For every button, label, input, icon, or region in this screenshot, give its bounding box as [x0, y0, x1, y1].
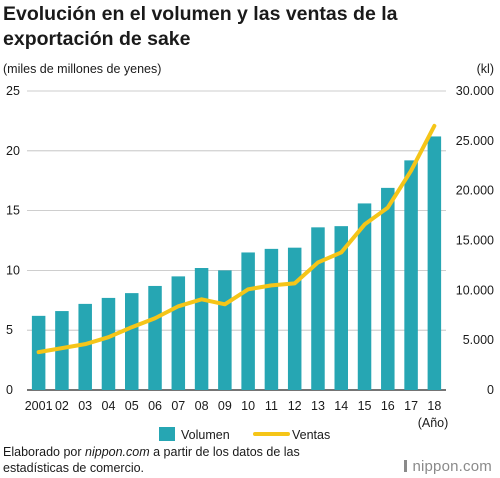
bar-volumen: [55, 311, 69, 390]
bar-volumen: [148, 285, 162, 390]
x-tick-label: 11: [265, 399, 278, 413]
x-tick-label: 18: [427, 399, 441, 413]
logo-mark-icon: [404, 460, 408, 472]
right-tick-label: 25.000: [456, 134, 494, 148]
bar-volumen: [404, 160, 418, 390]
nippon-logo: nippon.com: [404, 458, 492, 475]
legend-label-volumen: Volumen: [181, 428, 230, 442]
right-tick-label: 30.000: [456, 84, 494, 98]
bar-volumen: [334, 226, 349, 390]
x-tick-label: 04: [102, 399, 116, 413]
line-ventas: [36, 123, 437, 355]
x-tick-label: 03: [78, 399, 92, 413]
x-tick-label: 2001: [25, 399, 53, 413]
chart-title: Evolución en el volumen y las ventas de …: [3, 3, 398, 50]
bar-volumen: [311, 227, 325, 390]
source-note: Elaborado por nippon.com a partir de los…: [3, 445, 300, 475]
bar-volumen: [194, 268, 209, 390]
bar-volumen: [287, 247, 302, 390]
x-tick-label: 17: [404, 399, 418, 413]
bar-volumen: [78, 303, 92, 390]
bar-volumen: [101, 297, 116, 390]
bar-volumen: [218, 270, 232, 390]
bar-volumen: [171, 276, 186, 390]
x-tick-label: 09: [218, 399, 232, 413]
bar-volumen: [427, 136, 442, 390]
x-tick-label: 16: [381, 399, 395, 413]
x-tick-label: 06: [148, 399, 162, 413]
x-tick-label: 07: [171, 399, 185, 413]
x-tick-label: 05: [125, 399, 139, 413]
left-tick-label: 15: [6, 204, 20, 218]
left-tick-label: 5: [6, 323, 13, 337]
bar-volumen: [381, 187, 395, 390]
source-brand: nippon.com: [85, 445, 150, 459]
right-axis-unit: (kl): [476, 62, 494, 76]
left-tick-label: 25: [6, 84, 20, 98]
legend-swatch-volumen: [159, 427, 175, 441]
right-tick-label: 10.000: [456, 283, 494, 297]
left-tick-label: 0: [6, 383, 13, 397]
x-tick-label: 10: [241, 399, 255, 413]
left-tick-label: 10: [6, 263, 20, 277]
right-tick-label: 20.000: [456, 184, 494, 198]
x-tick-label: 02: [55, 399, 69, 413]
x-tick-label: 12: [288, 399, 302, 413]
right-tick-label: 5.000: [463, 333, 494, 347]
right-tick-label: 15.000: [456, 234, 494, 248]
x-tick-label: 13: [311, 399, 325, 413]
x-tick-label: 15: [358, 399, 372, 413]
legend-label-ventas: Ventas: [292, 428, 330, 442]
x-tick-label: 08: [195, 399, 209, 413]
bar-volumen: [124, 293, 139, 390]
right-tick-label: 0: [487, 383, 494, 397]
x-axis-unit: (Año): [418, 416, 449, 430]
left-axis-unit: (miles de millones de yenes): [3, 62, 162, 76]
bar-volumen: [241, 252, 255, 390]
bar-volumen: [357, 203, 372, 390]
x-tick-label: 14: [334, 399, 348, 413]
left-tick-label: 20: [6, 144, 20, 158]
bar-volumen: [264, 248, 279, 390]
